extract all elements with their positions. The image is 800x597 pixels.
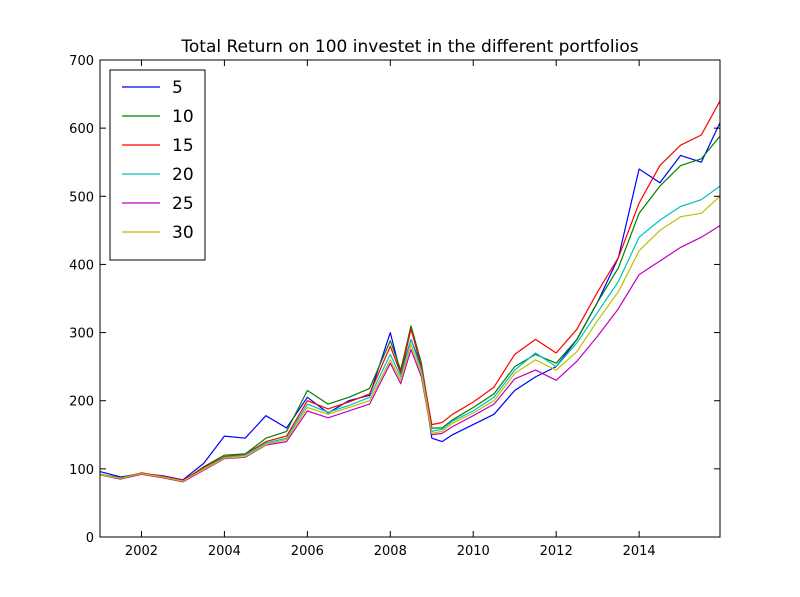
x-tick-label: 2002 xyxy=(125,544,158,559)
series-line-10 xyxy=(99,135,721,482)
legend-box xyxy=(109,69,206,261)
legend-label-25: 25 xyxy=(172,194,194,214)
x-tick-label: 2006 xyxy=(291,544,324,559)
plot-frame xyxy=(99,59,721,538)
y-tick-label: 300 xyxy=(69,327,94,342)
legend: 5 10 15 20 25 30 xyxy=(109,69,206,261)
legend-label-30: 30 xyxy=(172,223,194,243)
y-tick-label: 0 xyxy=(86,531,94,546)
y-tick-label: 100 xyxy=(69,463,94,478)
x-tick-label: 2008 xyxy=(374,544,407,559)
series-line-30 xyxy=(99,195,721,482)
y-tick-label: 600 xyxy=(69,122,94,137)
x-tick-label: 2010 xyxy=(457,544,490,559)
y-tick-label: 700 xyxy=(69,54,94,69)
legend-label-20: 20 xyxy=(172,165,194,185)
series-layer xyxy=(99,100,721,483)
x-tick-label: 2014 xyxy=(623,544,656,559)
series-line-15 xyxy=(99,100,721,481)
legend-label-5: 5 xyxy=(172,78,183,98)
x-tick-label: 2012 xyxy=(540,544,573,559)
axes: 2002 2004 2006 2008 2010 2012 2014010020030040… xyxy=(69,54,721,559)
legend-label-15: 15 xyxy=(172,136,194,156)
legend-label-10: 10 xyxy=(172,107,194,127)
y-tick-label: 400 xyxy=(69,258,94,273)
y-tick-label: 200 xyxy=(69,395,94,410)
chart-title: Total Return on 100 investet in the diff… xyxy=(180,37,638,57)
x-tick-label: 2004 xyxy=(208,544,241,559)
y-tick-label: 500 xyxy=(69,190,94,205)
